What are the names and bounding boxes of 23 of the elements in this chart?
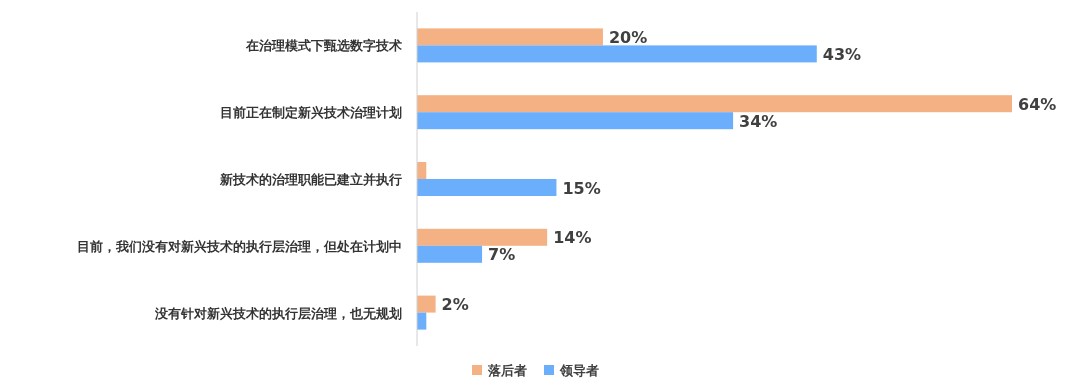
data-label: 7% [488, 245, 516, 265]
bar [417, 28, 603, 46]
legend-label: 落后者 [487, 363, 527, 378]
y-tick-label: 目前，我们没有对新兴技术的执行层治理，但处在计划中 [77, 238, 402, 254]
y-tick-label: 目前正在制定新兴技术治理计划 [220, 105, 402, 121]
data-label: 14% [553, 228, 592, 248]
y-tick-label: 没有针对新兴技术的执行层治理，也无规划 [154, 305, 402, 321]
data-label: 15% [562, 178, 601, 198]
data-label: 43% [822, 44, 862, 64]
data-label: 34% [739, 111, 778, 131]
bar [417, 95, 1012, 113]
legend-label: 领导者 [559, 363, 599, 378]
bar [417, 45, 817, 63]
bar [417, 245, 483, 263]
y-tick-label: 新技术的治理职能已建立并执行 [219, 172, 402, 187]
bar [417, 295, 436, 313]
y-tick-label: 在治理模式下甄选数字技术 [245, 38, 402, 54]
bar [417, 228, 548, 246]
bar [417, 179, 557, 196]
data-label: 20% [608, 27, 648, 47]
data-label: 2% [441, 295, 469, 315]
bar [417, 112, 734, 130]
data-label: 64% [1018, 94, 1057, 114]
